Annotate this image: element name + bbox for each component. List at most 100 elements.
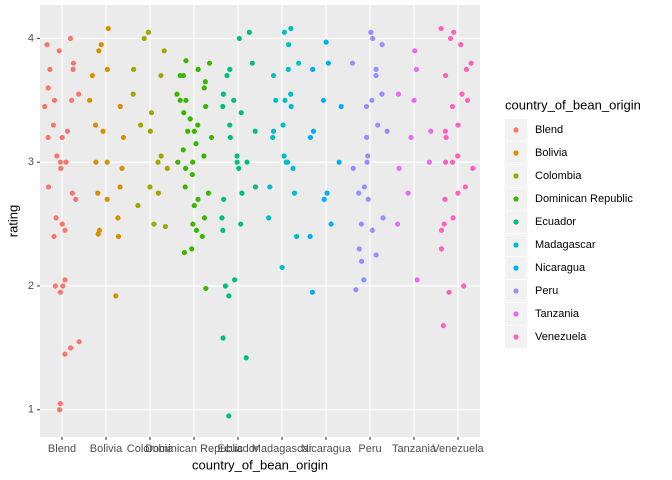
point [231, 97, 237, 103]
point [239, 190, 245, 196]
point [202, 79, 208, 85]
point [290, 165, 296, 171]
legend-label: Dominican Republic [535, 193, 633, 205]
point [70, 66, 76, 72]
point [363, 103, 370, 110]
point [45, 85, 51, 91]
point [47, 66, 53, 72]
point [148, 110, 155, 116]
point [370, 35, 376, 42]
point [375, 122, 381, 128]
point [395, 91, 402, 97]
point [190, 221, 196, 227]
point [361, 277, 367, 283]
x-tick-label: Madagascar [252, 443, 313, 455]
point [463, 66, 470, 72]
legend-title: country_of_bean_origin [505, 97, 641, 112]
legend-label: Ecuador [535, 216, 576, 228]
point [131, 66, 137, 72]
point [279, 264, 285, 271]
point [455, 122, 461, 128]
point [285, 66, 291, 72]
point [236, 165, 242, 171]
point [226, 293, 232, 299]
point [365, 196, 371, 202]
point [441, 221, 447, 227]
point [63, 159, 69, 165]
point [105, 25, 111, 32]
point [379, 42, 385, 48]
point [369, 227, 375, 233]
legend-label: Colombia [535, 170, 582, 182]
y-tick-label: 3 [28, 156, 34, 168]
legend-label: Madagascar [535, 239, 596, 251]
point [310, 66, 316, 72]
point [379, 91, 385, 97]
point [189, 171, 195, 178]
point [338, 103, 344, 110]
point [282, 97, 288, 103]
point [309, 289, 315, 295]
point [368, 29, 374, 35]
point [181, 110, 187, 116]
point [100, 128, 106, 134]
point [145, 29, 152, 35]
point [158, 72, 164, 79]
point [95, 231, 101, 237]
point [310, 128, 317, 134]
y-axis-title: rating [5, 205, 20, 238]
point [449, 103, 456, 110]
point [252, 128, 258, 134]
point [130, 91, 136, 97]
point [203, 103, 209, 110]
legend-swatch [513, 173, 519, 179]
point [104, 159, 110, 165]
point [70, 60, 77, 66]
point [222, 283, 229, 289]
point [89, 72, 95, 79]
legend-swatch [513, 311, 519, 317]
point [270, 128, 277, 134]
point [117, 184, 123, 190]
point [451, 29, 457, 35]
point [180, 72, 187, 79]
point [307, 233, 313, 240]
point [450, 215, 456, 221]
point [195, 66, 201, 72]
x-tick-label: Bolivia [90, 443, 123, 455]
point [234, 159, 240, 165]
point [413, 66, 420, 72]
point [349, 60, 356, 66]
point [408, 134, 414, 141]
point [151, 221, 157, 227]
point [115, 215, 121, 221]
point [53, 215, 59, 221]
point [219, 215, 225, 221]
point [191, 128, 197, 134]
point [69, 190, 75, 196]
point [307, 134, 314, 141]
point [224, 72, 230, 79]
point [440, 322, 446, 329]
legend-swatch [513, 196, 519, 202]
x-tick-label: Colombia [127, 443, 174, 455]
point [57, 400, 63, 407]
point [412, 48, 418, 54]
point [98, 42, 104, 48]
point [358, 258, 365, 264]
x-tick-label: Ecuador [218, 443, 259, 455]
point [162, 223, 168, 230]
point [438, 246, 445, 252]
point [187, 116, 193, 122]
point [193, 227, 200, 233]
point [205, 190, 212, 196]
point [266, 215, 272, 221]
point [443, 159, 449, 165]
x-tick-label: Nicaragua [301, 443, 352, 455]
point [45, 134, 51, 141]
point [373, 66, 379, 72]
point [42, 103, 48, 110]
point [175, 159, 181, 165]
point [220, 103, 226, 110]
point [280, 122, 286, 128]
